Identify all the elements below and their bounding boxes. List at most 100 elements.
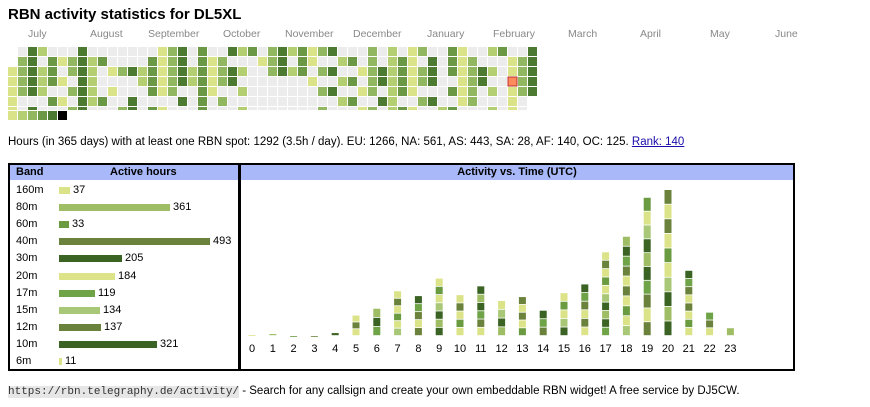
calendar-day-cell [318, 107, 327, 110]
calendar-day-cell [528, 57, 537, 66]
calendar-day-cell [488, 87, 497, 96]
time-bar-segment [560, 293, 568, 301]
calendar-day-cell [188, 57, 197, 66]
calendar-day-cell [388, 87, 397, 96]
calendar-day-cell [178, 67, 187, 76]
calendar-day-cell [88, 87, 97, 96]
calendar-day-cell [468, 57, 477, 66]
calendar-day-cell [498, 97, 507, 106]
rank-link[interactable]: Rank: 140 [631, 136, 685, 148]
calendar-day-cell [318, 87, 327, 96]
calendar-day-cell [78, 87, 87, 96]
calendar-day-cell [418, 87, 427, 96]
calendar-day-cell [398, 107, 407, 110]
calendar-day-cell [478, 77, 487, 86]
hour-tick-label: 4 [332, 343, 338, 355]
calendar-day-cell [258, 97, 267, 106]
calendar-day-cell [458, 57, 467, 66]
time-bar-segment [643, 280, 651, 294]
legend-swatch [38, 111, 47, 120]
time-bar-segment [518, 304, 526, 312]
calendar-day-cell [168, 97, 177, 106]
calendar-day-cell [288, 77, 297, 86]
time-bar-segment [602, 285, 610, 294]
calendar-day-cell [48, 97, 57, 106]
time-bar-segment [664, 306, 672, 321]
calendar-day-cell [338, 67, 347, 76]
time-bar-segment [685, 311, 693, 319]
time-bar-segment [643, 322, 651, 336]
time-bar-segment [435, 278, 443, 286]
calendar-day-cell [8, 67, 17, 76]
time-bar-segment [664, 277, 672, 292]
time-bar-segment [664, 248, 672, 263]
calendar-day-cell [68, 57, 77, 66]
calendar-day-cell [358, 107, 367, 110]
calendar-day-cell [498, 47, 507, 56]
calendar-day-cell [178, 107, 187, 110]
calendar-day-cell [88, 57, 97, 66]
calendar-day-cell [468, 97, 477, 106]
calendar-day-cell [128, 67, 137, 76]
time-bar-segment [643, 266, 651, 280]
time-bar-segment [560, 327, 568, 336]
calendar-day-cell [68, 97, 77, 106]
band-hours-value: 137 [104, 320, 123, 333]
time-bar-segment [248, 335, 256, 336]
time-bar-segment [310, 336, 318, 337]
hour-tick-label: 9 [436, 343, 442, 355]
calendar-day-cell [488, 57, 497, 66]
time-bar-segment [685, 295, 693, 303]
calendar-day-cell [358, 87, 367, 96]
time-bar-segment [602, 327, 610, 336]
time-bar-segment [622, 286, 630, 296]
calendar-day-cell [88, 77, 97, 86]
calendar-day-cell [428, 47, 437, 56]
calendar-day-cell [478, 47, 487, 56]
calendar-day-cell [68, 107, 77, 110]
time-bar-segment [414, 328, 422, 336]
calendar-day-cell [278, 67, 287, 76]
calendar-day-cell [178, 87, 187, 96]
calendar-day-cell [228, 87, 237, 96]
calendar-day-cell [468, 47, 477, 56]
activity-vs-time-chart: Activity vs. Time (UTC) 0 1 2 3 4 5 6 7 8 9 10 11 12… [239, 163, 795, 371]
calendar-day-cell [48, 87, 57, 96]
calendar-day-cell [128, 57, 137, 66]
hour-tick-label: 0 [249, 343, 255, 355]
calendar-day-cell [408, 97, 417, 106]
calendar-day-cell [258, 87, 267, 96]
calendar-day-cell [148, 87, 157, 96]
calendar-day-cell [118, 47, 127, 56]
time-bar-segment [602, 252, 610, 260]
time-bar-segment [373, 326, 381, 336]
band-row: 40m 493 [10, 233, 238, 250]
calendar-day-cell [208, 107, 217, 110]
calendar-day-cell [118, 107, 127, 110]
time-bar-segment [643, 239, 651, 253]
time-bar-segment [560, 318, 568, 327]
calendar-day-cell [118, 57, 127, 66]
calendar-day-cell [508, 57, 517, 66]
calendar-day-cell [518, 87, 527, 96]
time-bar-segment [643, 308, 651, 322]
calendar-day-cell [238, 77, 247, 86]
time-bar-segment [622, 266, 630, 276]
band-row: 15m 134 [10, 302, 238, 319]
calendar-day-cell [278, 47, 287, 56]
calendar-day-cell [178, 97, 187, 106]
calendar-day-cell [218, 97, 227, 106]
calendar-day-cell [28, 97, 37, 106]
calendar-day-cell [318, 97, 327, 106]
calendar-day-cell [158, 87, 167, 96]
calendar-day-cell [108, 87, 117, 96]
calendar-day-cell [28, 47, 37, 56]
calendar-day-cell [308, 77, 317, 86]
footer-url[interactable]: https://rbn.telegraphy.de/activity/ [8, 386, 240, 398]
band-hours-value: 134 [103, 303, 122, 316]
calendar-day-cell [368, 77, 377, 86]
hour-tick-label: 2 [291, 343, 297, 355]
calendar-day-cell [488, 107, 497, 110]
calendar-day-cell [518, 57, 527, 66]
band-hours-bar [59, 289, 95, 297]
